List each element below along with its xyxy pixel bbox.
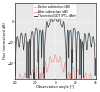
Legend: Before subtraction (dB), After subtraction (dB), Theoretical GDT (PTL, dBm): Before subtraction (dB), After subtracti… <box>33 4 77 19</box>
Y-axis label: Flux (normalized dB): Flux (normalized dB) <box>3 22 7 59</box>
X-axis label: Observation angle [°]: Observation angle [°] <box>36 85 74 89</box>
